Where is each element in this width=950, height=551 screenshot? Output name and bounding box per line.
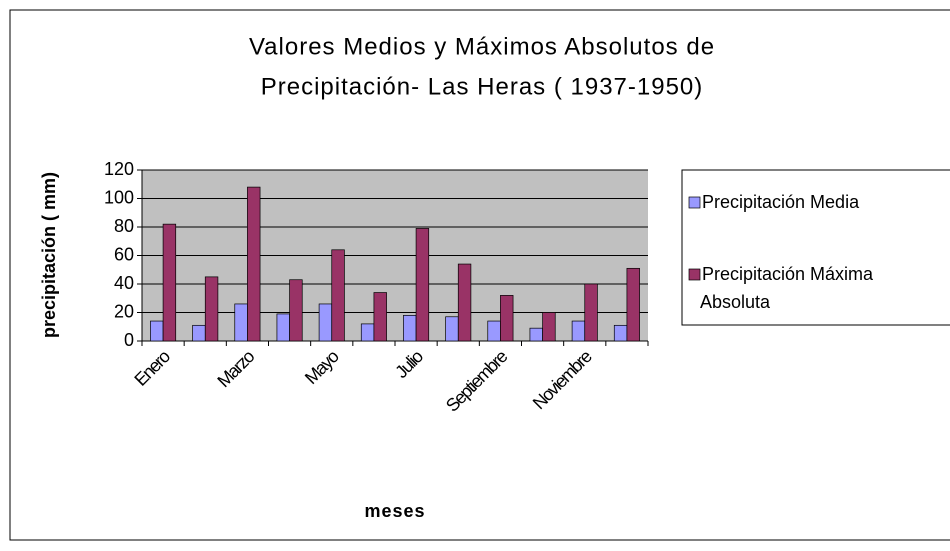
bar [584,283,598,342]
legend-swatch [688,268,701,281]
y-tick-label: 40 [114,273,134,293]
bar [234,303,248,342]
y-tick-label: 100 [104,187,134,207]
chart-title: Precipitación- Las Heras ( 1937-1950) [261,73,704,100]
bar [445,316,459,342]
bar [162,223,177,342]
x-axis-label: meses [364,501,425,521]
y-axis-label: precipitación ( mm) [39,172,59,338]
y-tick-label: 0 [124,330,134,350]
bar [150,320,164,342]
legend [681,169,950,326]
bar [571,320,586,342]
bar [500,295,514,342]
chart-title: Valores Medios y Máximos Absolutos de [249,33,715,60]
bar [247,186,261,342]
y-tick-label: 80 [114,216,134,236]
bar [192,324,206,342]
y-tick-label: 120 [104,159,134,179]
bar [289,279,303,342]
bar [276,313,290,342]
bar [457,263,472,342]
legend-label: Precipitación Máxima Absoluta [700,264,874,312]
bar [542,312,556,342]
bar [318,303,333,342]
bar [403,315,417,342]
y-tick-label: 20 [114,301,134,321]
bar [373,292,387,342]
y-tick-label: 60 [114,244,134,264]
bar [360,323,375,342]
legend-swatch [688,196,701,209]
bar [613,324,628,342]
bar [487,320,501,342]
legend-label: Precipitación Media [702,192,860,212]
bar [415,228,430,342]
bar [626,267,640,342]
bar [529,327,543,342]
bar [331,249,345,342]
bar [204,276,219,342]
